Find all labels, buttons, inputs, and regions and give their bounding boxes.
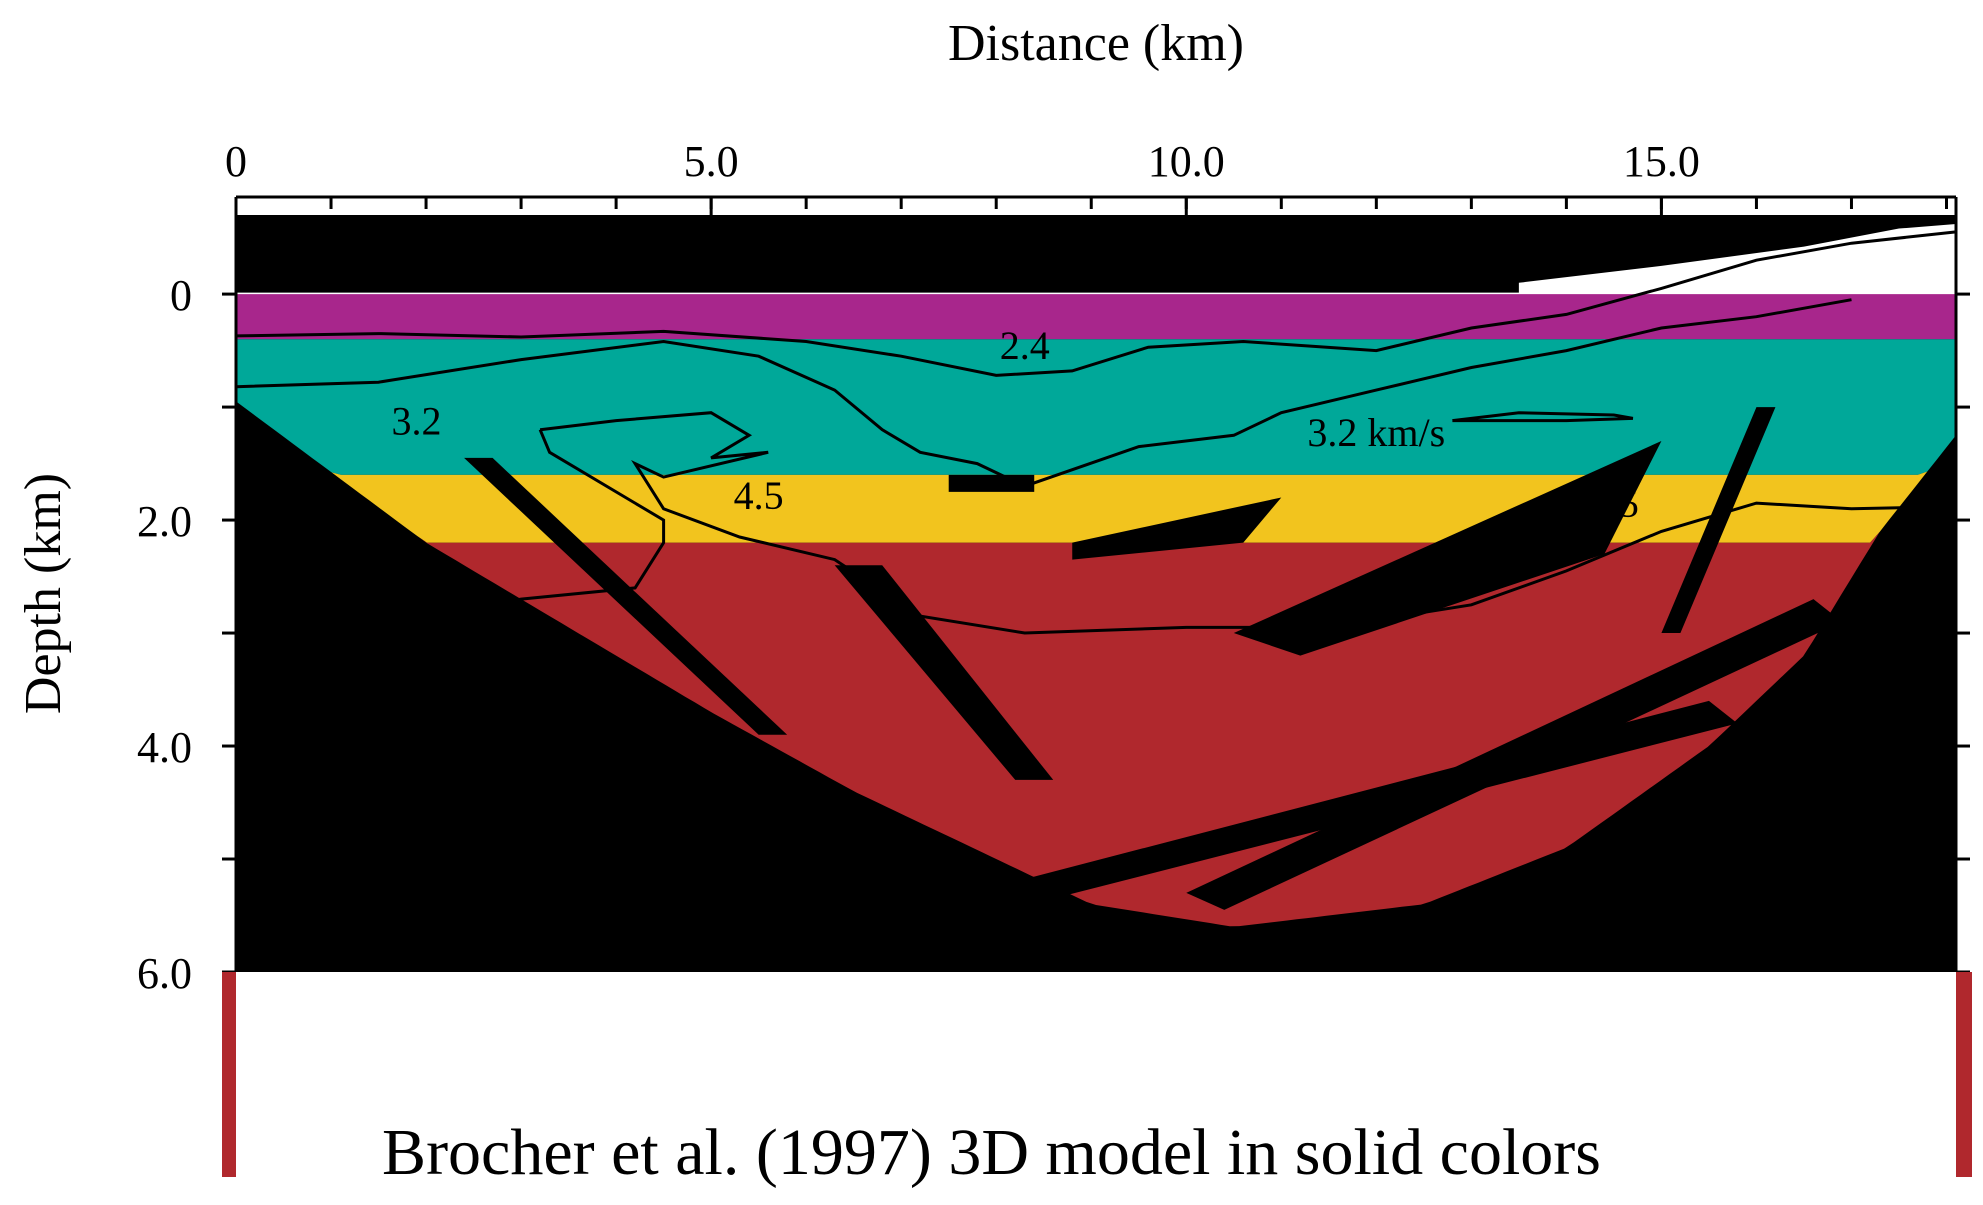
streak-7	[1186, 599, 1842, 910]
surface-white-strip	[1518, 224, 1956, 295]
axes: 0 5.0 10.0 15.0 0 2.0 4.0 6.0	[137, 137, 1970, 998]
contour-line-4	[539, 411, 1957, 635]
streak-2	[834, 565, 1054, 780]
contour-line-2	[235, 298, 1852, 488]
y-tick-label: 2.0	[137, 497, 192, 546]
streak-1	[464, 457, 788, 735]
contour-line-3	[1452, 411, 1634, 423]
contour-line-5	[425, 429, 666, 618]
left-bracket-bar	[222, 972, 236, 1177]
y-tick-label: 4.0	[137, 723, 192, 772]
contour-line-1	[235, 230, 1957, 377]
right-bracket-bar	[1956, 972, 1972, 1177]
contour-label-3: 3.2 km/s	[1307, 410, 1445, 455]
contour-label-5: 4.5	[1589, 481, 1639, 526]
x-tick-label: 15.0	[1623, 137, 1700, 186]
y-tick-label: 0	[170, 271, 192, 320]
x-tick-label: 10.0	[1148, 137, 1225, 186]
y-tick-label: 6.0	[137, 949, 192, 998]
velocity-layer-4	[236, 401, 1956, 927]
streak-4	[1233, 440, 1662, 656]
velocity-layer-1	[236, 294, 1956, 340]
plot-area: 2.4 3.2 3.2 km/s 4.5 4.5	[235, 215, 1957, 972]
velocity-contours: 2.4 3.2 3.2 km/s 4.5 4.5	[235, 230, 1957, 635]
contour-label-2: 3.2	[392, 399, 442, 444]
figure-caption: Brocher et al. (1997) 3D model in solid …	[382, 1116, 1601, 1189]
x-tick-label: 5.0	[684, 137, 739, 186]
contour-label-1: 2.4	[1000, 323, 1050, 368]
velocity-layer-2	[236, 339, 1956, 475]
x-axis-label: Distance (km)	[948, 15, 1244, 72]
streak-5	[1661, 407, 1776, 634]
y-axis-label: Depth (km)	[15, 473, 72, 714]
contour-label-4: 4.5	[734, 473, 784, 518]
streak-3	[1072, 497, 1282, 560]
low-velocity-streaks	[464, 407, 1842, 910]
x-tick-label: 0	[225, 137, 247, 186]
